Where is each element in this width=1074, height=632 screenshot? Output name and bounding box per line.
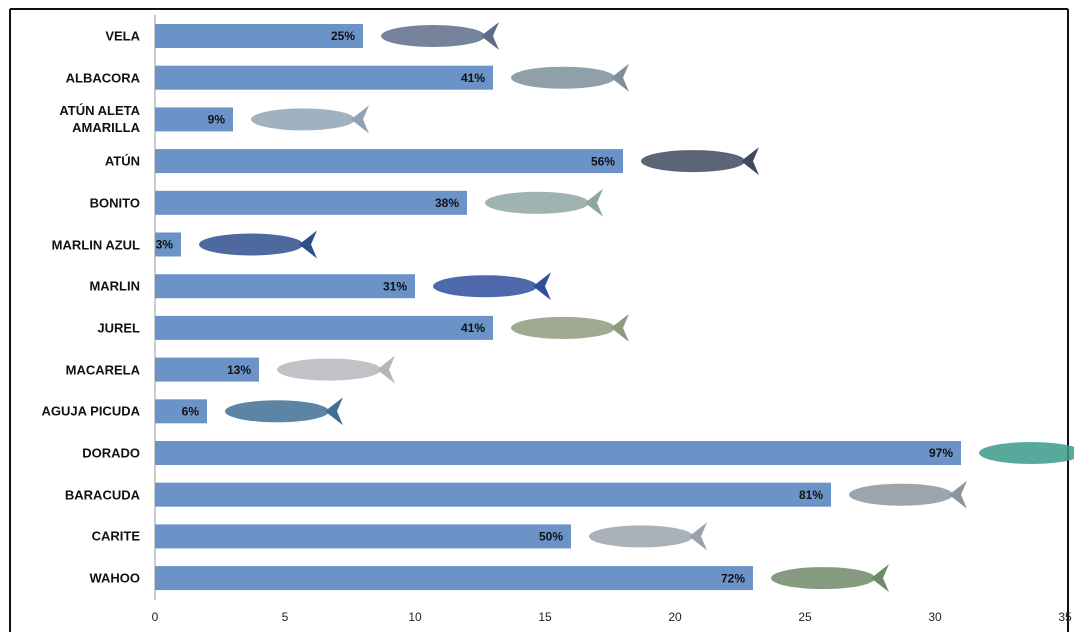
percent-label: 41% (461, 71, 485, 85)
fish-tail (949, 480, 967, 509)
bar (155, 232, 181, 257)
percent-label: 38% (435, 196, 459, 210)
category-label: ALBACORA (65, 70, 140, 86)
percent-label: 56% (591, 154, 615, 168)
fish-tail (871, 564, 889, 593)
percent-label: 97% (929, 446, 953, 460)
percent-label: 50% (539, 530, 563, 544)
x-tick-label: 25 (798, 610, 812, 624)
fish-tail (611, 313, 629, 342)
category-label: BARACUDA (64, 487, 140, 503)
fish-icon (433, 275, 537, 298)
fish-tail (585, 188, 603, 217)
bar (155, 482, 831, 507)
fish-icon (381, 25, 485, 47)
category-label: ATÚN (104, 153, 140, 169)
percent-label: 9% (208, 113, 226, 127)
percent-label: 3% (156, 238, 174, 252)
x-tick-label: 5 (282, 610, 289, 624)
fish-tail (377, 355, 395, 384)
percent-label: 25% (331, 29, 355, 43)
fish-icon (589, 525, 693, 548)
fish-icon (771, 567, 875, 590)
fish-tail (299, 230, 317, 259)
percent-label: 81% (799, 488, 823, 502)
fish-tail (481, 22, 499, 50)
fish-icon (199, 233, 303, 256)
fish-icon (277, 358, 381, 381)
fish-tail (351, 105, 369, 134)
x-tick-label: 10 (408, 610, 422, 624)
category-label: CARITE (91, 528, 140, 544)
category-label: ATÚN ALETA AMARILLA (59, 103, 140, 136)
bar (155, 149, 623, 174)
fish-tail (611, 63, 629, 92)
percent-label: 6% (182, 404, 200, 418)
category-label: MARLIN AZUL (51, 237, 140, 252)
fish-icon (511, 316, 615, 339)
category-label: DORADO (82, 445, 140, 461)
fish-icon (225, 400, 329, 423)
bar (155, 107, 233, 132)
bar (155, 357, 259, 382)
x-tick-label: 0 (152, 610, 159, 624)
fish-icon (979, 442, 1074, 464)
x-tick-label: 15 (538, 610, 552, 624)
percent-label: 41% (461, 321, 485, 335)
percent-label: 72% (721, 571, 745, 585)
fish-icon (251, 108, 355, 131)
bar (155, 524, 571, 549)
fish-tail (533, 272, 551, 301)
bar (155, 399, 207, 424)
bar (155, 566, 753, 591)
category-label: WAHOO (89, 570, 140, 586)
fish-icon (849, 483, 953, 506)
category-label: MARLIN (89, 278, 140, 294)
bar (155, 315, 493, 340)
fish-icon (511, 66, 615, 89)
category-label: VELA (105, 28, 140, 44)
percent-label: 13% (227, 363, 251, 377)
category-label: JUREL (97, 320, 140, 336)
x-tick-label: 20 (668, 610, 682, 624)
category-label: BONITO (89, 195, 140, 211)
bar (155, 190, 467, 215)
bar (155, 441, 961, 465)
bar (155, 274, 415, 299)
category-label: MACARELA (65, 362, 140, 378)
fish-tail (689, 522, 707, 551)
fish-icon (641, 150, 745, 173)
fish-tail (325, 397, 343, 426)
x-tick-label: 30 (928, 610, 942, 624)
bar (155, 24, 363, 48)
fish-icon (485, 191, 589, 214)
x-tick-label: 35 (1058, 610, 1072, 624)
category-label: AGUJA PICUDA (41, 403, 140, 419)
fish-tail (741, 147, 759, 176)
percent-label: 31% (383, 279, 407, 293)
bar (155, 65, 493, 90)
